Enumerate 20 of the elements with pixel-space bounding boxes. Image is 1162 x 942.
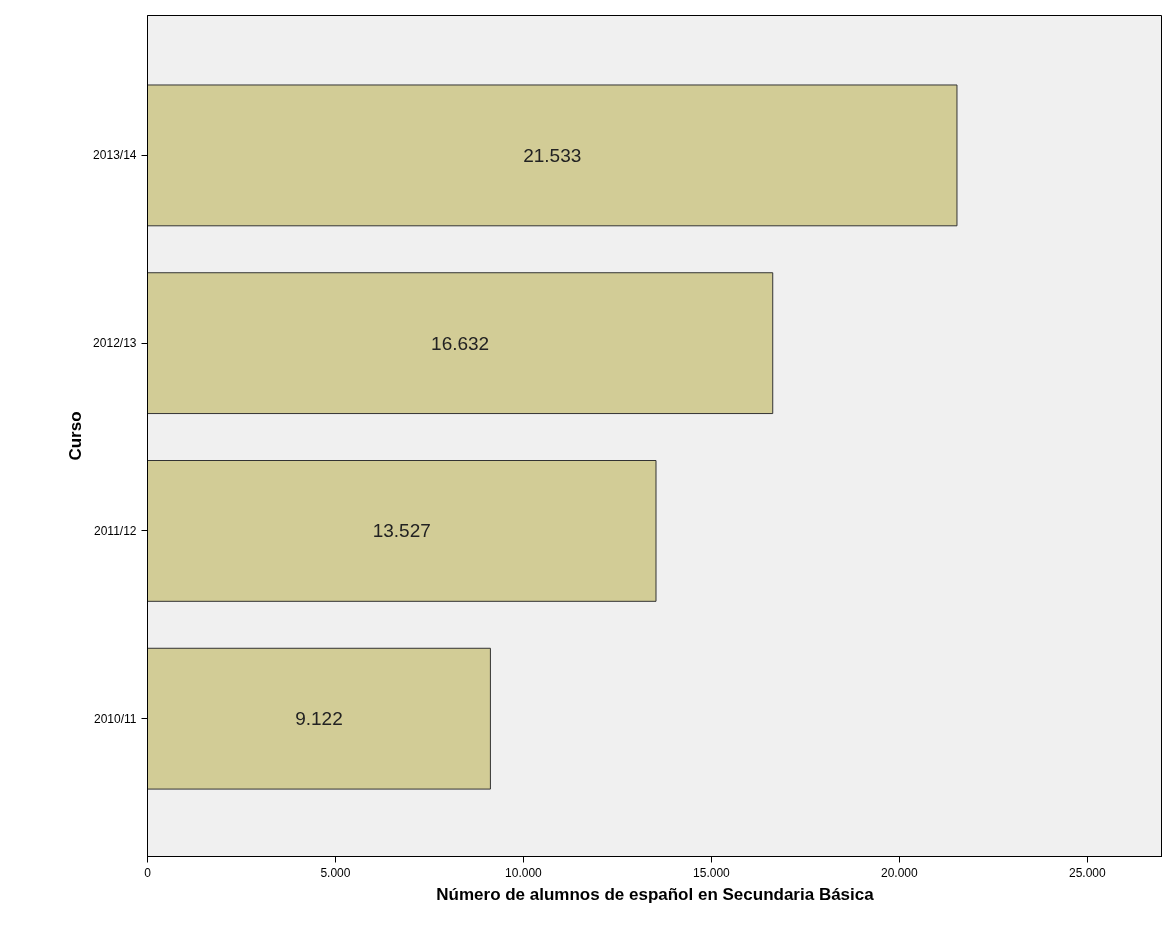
data-label: 9.122 [295,708,343,730]
y-tick-label: 2012/13 [93,336,137,351]
bar [147,460,657,602]
bar [147,84,958,227]
data-label: 13.527 [372,520,431,542]
x-tick-label: 20.000 [881,865,919,880]
x-tick-label: 5.000 [320,865,351,880]
x-tick-label: 0 [144,865,152,880]
x-axis-title: Número de alumnos de español en Secundaria Básica [436,884,875,904]
x-tick-label: 25.000 [1068,865,1106,880]
data-label: 21.533 [523,144,582,166]
bar [147,272,774,415]
bar [147,647,491,790]
data-label: 16.632 [431,332,490,354]
x-tick-label: 10.000 [505,865,543,880]
y-tick-label: 2013/14 [93,148,137,163]
y-axis-title: Curso [66,411,86,461]
y-tick-label: 2010/11 [94,711,137,726]
x-tick-label: 15.000 [693,865,731,880]
y-tick-label: 2011/12 [94,523,137,538]
